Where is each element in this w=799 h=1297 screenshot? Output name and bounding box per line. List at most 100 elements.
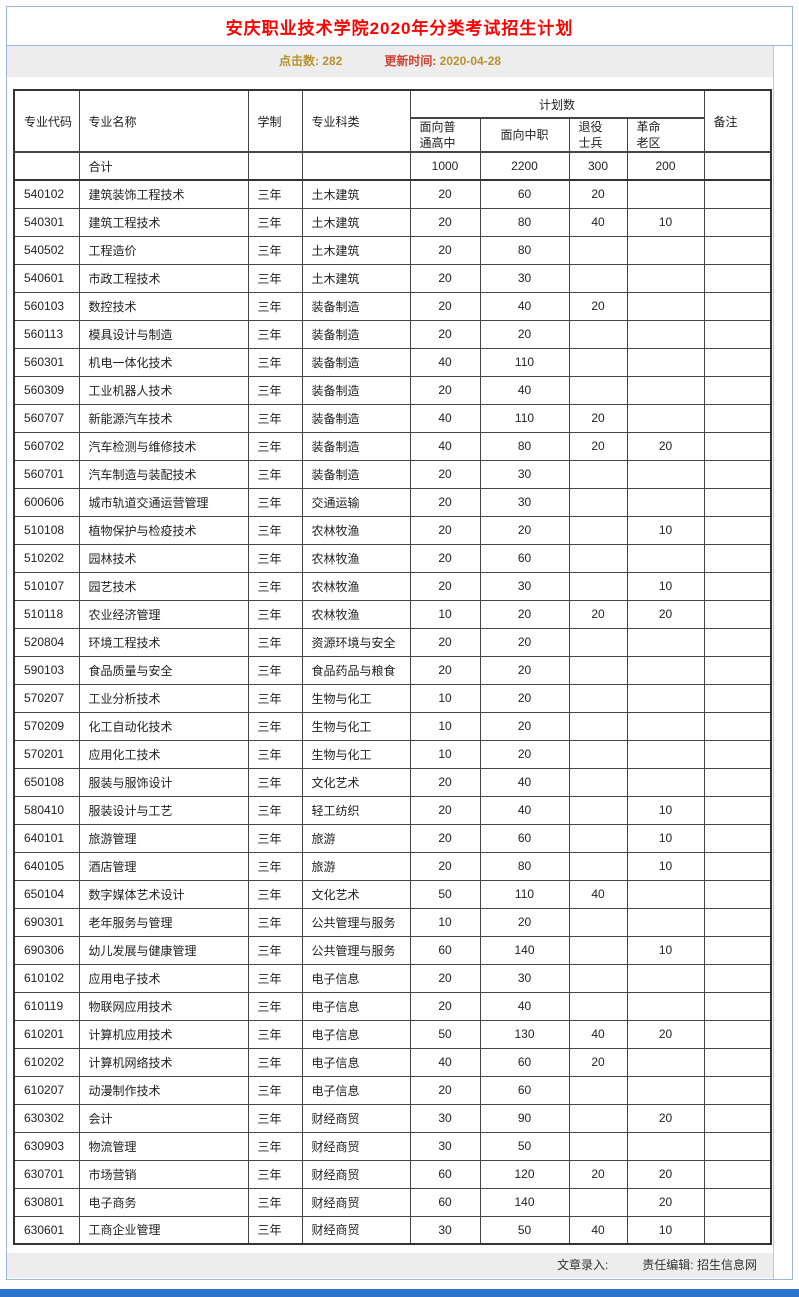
cell-plan-old-area: 10 — [626, 935, 705, 965]
header-row-sub: 面向普 通高中 面向中职 退役 士兵 革命 老区 — [14, 117, 771, 153]
cell-plan-vocational: 130 — [479, 1019, 570, 1049]
cell-plan-veterans: 20 — [568, 291, 628, 321]
header-category: 专业科类 — [301, 89, 411, 153]
cell-plan-veterans: 40 — [568, 1019, 628, 1049]
hit-counter-value: 282 — [322, 54, 343, 68]
cell-plan-regular-hs: 20 — [409, 179, 481, 209]
cell-remarks — [703, 683, 772, 713]
cell-code: 560301 — [13, 347, 80, 377]
cell-code: 510107 — [13, 571, 80, 601]
cell-duration: 三年 — [247, 207, 303, 237]
table-row: 570207 工业分析技术 三年 生物与化工 10 20 — [13, 683, 772, 713]
cell-plan-veterans: 300 — [568, 151, 628, 181]
cell-plan-veterans: 40 — [568, 1215, 628, 1245]
cell-remarks — [703, 907, 772, 937]
editor-label: 责任编辑: — [642, 1258, 694, 1272]
cell-category: 公共管理与服务 — [301, 907, 411, 937]
cell-duration: 三年 — [247, 319, 303, 349]
cell-name: 新能源汽车技术 — [78, 403, 249, 433]
cell-category: 农林牧渔 — [301, 515, 411, 545]
cell-plan-regular-hs: 50 — [409, 879, 481, 909]
cell-plan-veterans — [568, 571, 628, 601]
cell-plan-regular-hs: 50 — [409, 1019, 481, 1049]
cell-duration: 三年 — [247, 851, 303, 881]
cell-name: 应用电子技术 — [78, 963, 249, 993]
cell-plan-old-area — [626, 655, 705, 685]
cell-plan-old-area — [626, 767, 705, 797]
cell-plan-vocational: 140 — [479, 935, 570, 965]
cell-plan-old-area — [626, 627, 705, 657]
cell-remarks — [703, 151, 772, 181]
cell-duration: 三年 — [247, 403, 303, 433]
cell-plan-regular-hs: 20 — [409, 963, 481, 993]
table-row: 510108 植物保护与检疫技术 三年 农林牧渔 20 20 10 — [13, 515, 772, 545]
cell-remarks — [703, 207, 772, 237]
cell-plan-regular-hs: 40 — [409, 1047, 481, 1077]
cell-plan-regular-hs: 20 — [409, 571, 481, 601]
cell-name: 农业经济管理 — [78, 599, 249, 629]
cell-plan-vocational: 20 — [479, 515, 570, 545]
cell-remarks — [703, 879, 772, 909]
cell-plan-veterans — [568, 515, 628, 545]
article-entry-label: 文章录入: — [556, 1258, 609, 1272]
cell-category: 交通运输 — [301, 487, 411, 517]
cell-category: 装备制造 — [301, 319, 411, 349]
cell-code: 560309 — [13, 375, 80, 405]
cell-duration: 三年 — [247, 543, 303, 573]
cell-name: 建筑装饰工程技术 — [78, 179, 249, 209]
cell-plan-regular-hs: 20 — [409, 823, 481, 853]
cell-plan-vocational: 80 — [479, 851, 570, 881]
cell-plan-veterans — [568, 347, 628, 377]
cell-remarks — [703, 375, 772, 405]
cell-plan-vocational: 50 — [479, 1215, 570, 1245]
cell-plan-regular-hs: 60 — [409, 1159, 481, 1189]
cell-code: 510118 — [13, 599, 80, 629]
total-row: 合计 1000 2200 300 200 — [13, 151, 772, 181]
cell-plan-regular-hs: 20 — [409, 375, 481, 405]
cell-plan-old-area: 10 — [626, 795, 705, 825]
cell-code: 560103 — [13, 291, 80, 321]
cell-plan-veterans — [568, 655, 628, 685]
table-row: 510107 园艺技术 三年 农林牧渔 20 30 10 — [13, 571, 772, 601]
cell-plan-veterans — [568, 767, 628, 797]
cell-remarks — [703, 711, 772, 741]
cell-remarks — [703, 179, 772, 209]
cell-plan-vocational: 20 — [479, 683, 570, 713]
cell-plan-old-area — [626, 1047, 705, 1077]
cell-plan-vocational: 90 — [479, 1103, 570, 1133]
cell-plan-veterans — [568, 739, 628, 769]
cell-plan-veterans — [568, 935, 628, 965]
cell-category: 土木建筑 — [301, 235, 411, 265]
header-name: 专业名称 — [78, 89, 249, 153]
cell-remarks — [703, 1075, 772, 1105]
cell-duration: 三年 — [247, 599, 303, 629]
cell-plan-vocational: 60 — [479, 543, 570, 573]
cell-plan-veterans: 20 — [568, 431, 628, 461]
header-plan-veterans: 退役 士兵 — [568, 117, 628, 153]
cell-category: 生物与化工 — [301, 683, 411, 713]
cell-plan-vocational: 2200 — [479, 151, 570, 181]
cell-remarks — [703, 1159, 772, 1189]
cell-plan-vocational: 110 — [479, 403, 570, 433]
cell-plan-regular-hs: 20 — [409, 235, 481, 265]
cell-plan-old-area: 20 — [626, 431, 705, 461]
cell-name: 工商企业管理 — [78, 1215, 249, 1245]
cell-remarks — [703, 1215, 772, 1245]
cell-plan-vocational: 20 — [479, 711, 570, 741]
cell-remarks — [703, 739, 772, 769]
cell-plan-vocational: 30 — [479, 487, 570, 517]
cell-name: 物流管理 — [78, 1131, 249, 1161]
cell-duration: 三年 — [247, 1159, 303, 1189]
cell-duration: 三年 — [247, 515, 303, 545]
cell-code: 510108 — [13, 515, 80, 545]
cell-plan-old-area — [626, 907, 705, 937]
cell-name: 园林技术 — [78, 543, 249, 573]
cell-remarks — [703, 823, 772, 853]
cell-remarks — [703, 655, 772, 685]
cell-remarks — [703, 1131, 772, 1161]
cell-duration: 三年 — [247, 263, 303, 293]
cell-plan-regular-hs: 20 — [409, 291, 481, 321]
cell-plan-vocational: 80 — [479, 235, 570, 265]
header-plan-vocational: 面向中职 — [479, 117, 570, 153]
cell-plan-vocational: 110 — [479, 347, 570, 377]
